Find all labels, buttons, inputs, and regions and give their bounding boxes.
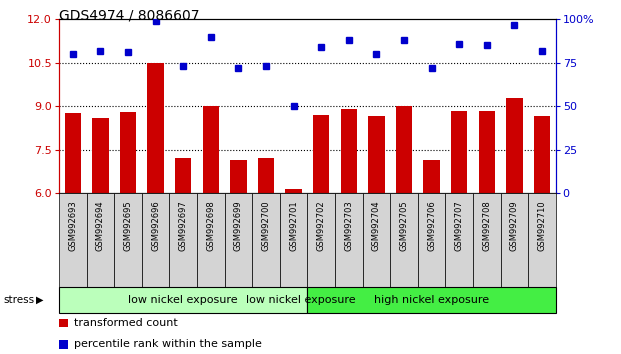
Bar bbox=[533, 116, 550, 193]
FancyBboxPatch shape bbox=[307, 287, 556, 313]
Bar bbox=[202, 106, 219, 193]
Bar bbox=[396, 106, 412, 193]
Bar bbox=[506, 98, 523, 193]
Text: GSM992697: GSM992697 bbox=[179, 200, 188, 251]
FancyBboxPatch shape bbox=[501, 193, 528, 287]
FancyBboxPatch shape bbox=[59, 193, 86, 287]
Text: transformed count: transformed count bbox=[74, 318, 178, 328]
Text: low nickel exposure: low nickel exposure bbox=[129, 295, 238, 305]
Text: percentile rank within the sample: percentile rank within the sample bbox=[74, 339, 262, 349]
Bar bbox=[424, 160, 440, 193]
Text: stress: stress bbox=[3, 295, 34, 305]
Bar bbox=[285, 189, 302, 193]
Text: GSM992708: GSM992708 bbox=[483, 200, 491, 251]
Text: GSM992700: GSM992700 bbox=[261, 200, 271, 251]
FancyBboxPatch shape bbox=[528, 193, 556, 287]
FancyBboxPatch shape bbox=[418, 193, 445, 287]
FancyBboxPatch shape bbox=[252, 193, 280, 287]
Bar bbox=[313, 115, 330, 193]
Text: GSM992710: GSM992710 bbox=[538, 200, 546, 251]
FancyBboxPatch shape bbox=[307, 193, 335, 287]
Text: low nickel exposure: low nickel exposure bbox=[246, 295, 355, 305]
Text: GSM992703: GSM992703 bbox=[344, 200, 353, 251]
FancyBboxPatch shape bbox=[280, 193, 307, 287]
Text: GSM992705: GSM992705 bbox=[399, 200, 409, 251]
Text: GDS4974 / 8086607: GDS4974 / 8086607 bbox=[59, 9, 199, 23]
FancyBboxPatch shape bbox=[363, 193, 390, 287]
Bar bbox=[340, 109, 357, 193]
Text: high nickel exposure: high nickel exposure bbox=[374, 295, 489, 305]
Text: GSM992707: GSM992707 bbox=[455, 200, 464, 251]
FancyBboxPatch shape bbox=[86, 193, 114, 287]
Text: GSM992706: GSM992706 bbox=[427, 200, 436, 251]
FancyBboxPatch shape bbox=[473, 193, 501, 287]
Bar bbox=[92, 118, 109, 193]
Bar bbox=[230, 160, 247, 193]
FancyBboxPatch shape bbox=[225, 193, 252, 287]
Bar bbox=[451, 110, 468, 193]
Text: GSM992693: GSM992693 bbox=[68, 200, 77, 251]
Text: GSM992696: GSM992696 bbox=[151, 200, 160, 251]
Text: GSM992698: GSM992698 bbox=[206, 200, 215, 251]
Text: GSM992702: GSM992702 bbox=[317, 200, 325, 251]
Text: GSM992704: GSM992704 bbox=[372, 200, 381, 251]
FancyBboxPatch shape bbox=[390, 193, 418, 287]
FancyBboxPatch shape bbox=[170, 193, 197, 287]
FancyBboxPatch shape bbox=[114, 193, 142, 287]
Text: GSM992709: GSM992709 bbox=[510, 200, 519, 251]
Bar bbox=[479, 110, 495, 193]
Text: GSM992701: GSM992701 bbox=[289, 200, 298, 251]
FancyBboxPatch shape bbox=[142, 193, 170, 287]
Text: GSM992699: GSM992699 bbox=[234, 200, 243, 251]
FancyBboxPatch shape bbox=[59, 287, 307, 313]
FancyBboxPatch shape bbox=[445, 193, 473, 287]
Bar bbox=[258, 158, 274, 193]
Text: GSM992694: GSM992694 bbox=[96, 200, 105, 251]
Text: ▶: ▶ bbox=[36, 295, 43, 305]
FancyBboxPatch shape bbox=[197, 193, 225, 287]
Bar bbox=[147, 63, 164, 193]
Text: GSM992695: GSM992695 bbox=[124, 200, 132, 251]
FancyBboxPatch shape bbox=[335, 193, 363, 287]
Bar bbox=[120, 112, 136, 193]
Bar bbox=[175, 158, 191, 193]
Bar bbox=[368, 116, 384, 193]
Bar bbox=[65, 113, 81, 193]
